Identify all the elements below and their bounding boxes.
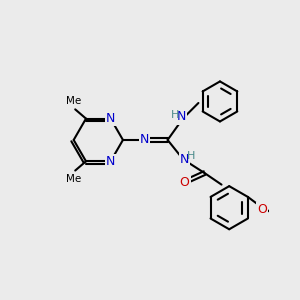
Text: H: H	[187, 151, 195, 161]
Text: N: N	[140, 134, 149, 146]
Text: O: O	[180, 176, 190, 189]
Text: N: N	[106, 155, 115, 168]
Text: Me: Me	[66, 174, 81, 184]
Text: O: O	[257, 203, 267, 216]
Text: N: N	[180, 154, 189, 166]
Text: H: H	[171, 110, 179, 120]
Text: Me: Me	[66, 96, 81, 106]
Text: N: N	[106, 112, 115, 125]
Text: N: N	[177, 110, 186, 123]
